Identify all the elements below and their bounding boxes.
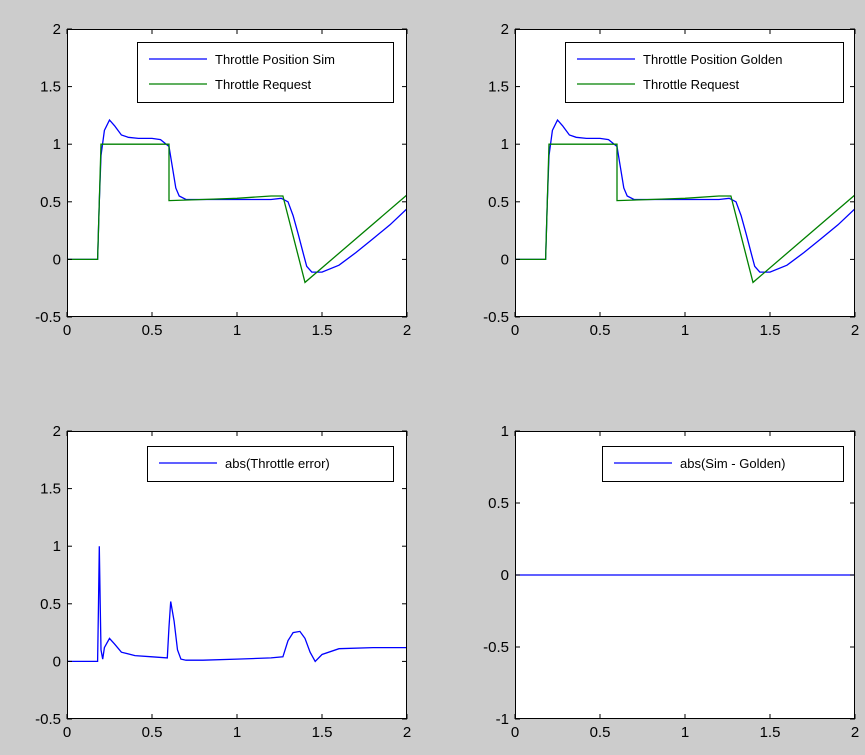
y-tick-label: 1 [501, 423, 509, 440]
legend-box [565, 42, 844, 103]
legend-label: Throttle Position Golden [643, 52, 782, 67]
legend-label: abs(Sim - Golden) [680, 456, 785, 471]
axes-4: 0 0.5 1 1.5 2 -1 -0.5 0 0.5 1 abs(Sim - Golden) [483, 423, 859, 741]
x-tick-label: 2 [851, 724, 859, 741]
y-tick-label: -0.5 [483, 639, 509, 656]
y-tick-label: -0.5 [483, 309, 509, 326]
x-tick-label: 0 [63, 322, 71, 339]
y-tick-label: 0.5 [40, 596, 61, 613]
x-tick-label: 1.5 [760, 724, 781, 741]
x-tick-label: 1.5 [312, 724, 333, 741]
x-tick-label: 1 [233, 322, 241, 339]
y-tick-label: 0 [501, 251, 509, 268]
y-tick-label: -1 [496, 711, 509, 728]
legend: abs(Sim - Golden) [602, 446, 844, 482]
legend-label: Throttle Request [643, 77, 739, 92]
y-tick-label: 2 [501, 21, 509, 38]
x-tick-label: 0 [511, 322, 519, 339]
legend-label: Throttle Position Sim [215, 52, 335, 67]
y-tick-label: 1 [501, 136, 509, 153]
legend-box [147, 446, 394, 482]
y-tick-label: 0 [53, 251, 61, 268]
y-tick-label: 0.5 [488, 194, 509, 211]
series-line-2 [67, 143, 407, 284]
x-tick-label: 1 [681, 724, 689, 741]
x-tick-label: 0 [63, 724, 71, 741]
y-tick-label: 0 [501, 567, 509, 584]
legend-label: Throttle Request [215, 77, 311, 92]
y-tick-label: 1.5 [40, 79, 61, 96]
x-tick-label: 1 [681, 322, 689, 339]
x-tick-label: 0 [511, 724, 519, 741]
y-tick-label: 1.5 [40, 481, 61, 498]
y-tick-label: 1 [53, 136, 61, 153]
series-line-1 [67, 546, 407, 663]
x-tick-label: 1 [233, 724, 241, 741]
x-tick-label: 2 [403, 322, 411, 339]
legend: abs(Throttle error) [147, 446, 394, 482]
series-line-2 [515, 143, 855, 284]
y-tick-label: 2 [53, 21, 61, 38]
x-tick-label: 1.5 [312, 322, 333, 339]
legend: Throttle Position Sim Throttle Request [137, 42, 394, 103]
x-tick-label: 1.5 [760, 322, 781, 339]
legend-box [137, 42, 394, 103]
x-tick-label: 2 [851, 322, 859, 339]
x-tick-label: 0.5 [590, 724, 611, 741]
y-tick-label: -0.5 [35, 309, 61, 326]
x-tick-label: 0.5 [142, 322, 163, 339]
x-tick-label: 0.5 [590, 322, 611, 339]
legend-box [602, 446, 844, 482]
y-tick-label: 1.5 [488, 79, 509, 96]
y-tick-label: 0 [53, 653, 61, 670]
y-tick-label: 0.5 [488, 495, 509, 512]
legend-label: abs(Throttle error) [225, 456, 330, 471]
y-tick-label: 2 [53, 423, 61, 440]
y-tick-label: -0.5 [35, 711, 61, 728]
x-tick-label: 2 [403, 724, 411, 741]
x-tick-label: 0.5 [142, 724, 163, 741]
y-tick-label: 1 [53, 538, 61, 555]
y-tick-label: 0.5 [40, 194, 61, 211]
legend: Throttle Position Golden Throttle Request [565, 42, 844, 103]
